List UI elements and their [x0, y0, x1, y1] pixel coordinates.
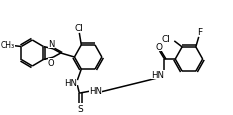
- Text: Cl: Cl: [161, 35, 170, 44]
- Text: S: S: [77, 104, 83, 113]
- Text: HN: HN: [89, 86, 103, 95]
- Text: N: N: [48, 40, 54, 49]
- Text: F: F: [197, 28, 202, 37]
- Text: CH₃: CH₃: [0, 41, 15, 50]
- Text: O: O: [155, 42, 162, 51]
- Text: Cl: Cl: [75, 24, 84, 33]
- Text: HN: HN: [151, 70, 164, 79]
- Text: O: O: [48, 58, 54, 67]
- Text: HN: HN: [64, 78, 77, 87]
